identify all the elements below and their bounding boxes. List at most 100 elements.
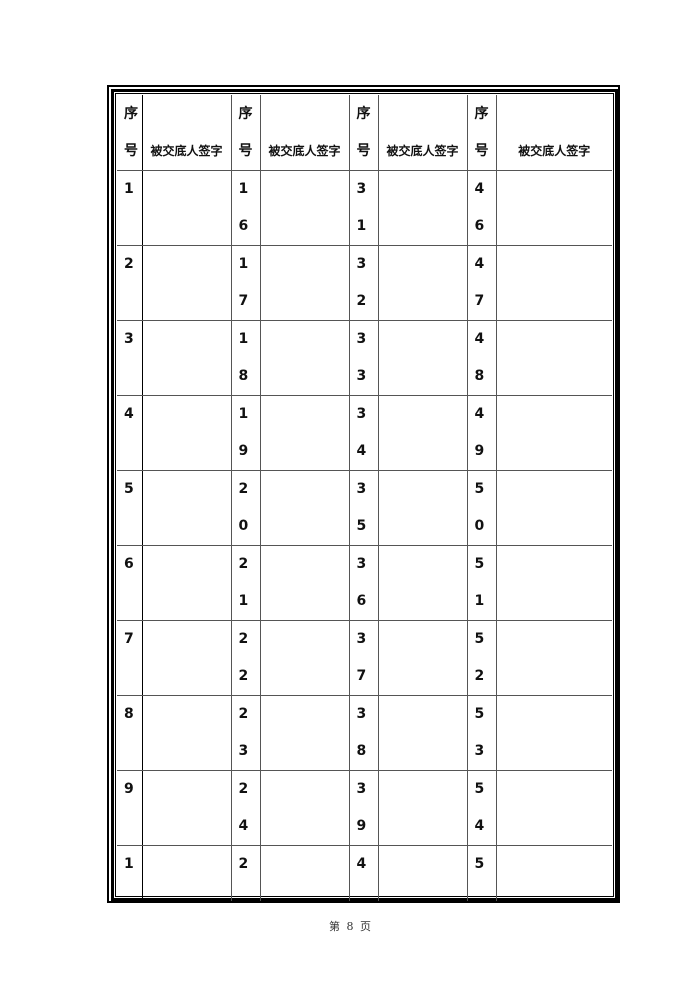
signature-cell[interactable]	[141, 545, 232, 621]
table-border: 序号 被交底人签字 序号 被交底人签字 序号 被交底人签字 序号 被交底人签字 1 16 31 46 2…	[107, 85, 620, 903]
table-row: 1 2 4 5	[117, 845, 612, 901]
signature-cell[interactable]	[495, 245, 612, 321]
signature-cell[interactable]	[141, 770, 232, 846]
signature-cell[interactable]	[141, 395, 232, 471]
seq-header: 序号	[348, 95, 379, 171]
seq-cell: 36	[348, 545, 379, 621]
seq-cell: 5	[466, 845, 497, 901]
signature-cell[interactable]	[377, 695, 468, 771]
seq-cell: 50	[466, 470, 497, 546]
signature-cell[interactable]	[377, 770, 468, 846]
seq-cell: 37	[348, 620, 379, 696]
seq-cell: 33	[348, 320, 379, 396]
seq-cell: 35	[348, 470, 379, 546]
signature-cell[interactable]	[259, 395, 350, 471]
signature-cell[interactable]	[495, 470, 612, 546]
signature-table: 序号 被交底人签字 序号 被交底人签字 序号 被交底人签字 序号 被交底人签字 1 16 31 46 2…	[117, 95, 612, 901]
signature-cell[interactable]	[495, 770, 612, 846]
seq-cell: 1	[117, 170, 143, 246]
seq-cell: 17	[230, 245, 261, 321]
seq-cell: 19	[230, 395, 261, 471]
signature-cell[interactable]	[141, 170, 232, 246]
seq-cell: 2	[230, 845, 261, 901]
signature-header: 被交底人签字	[495, 95, 612, 171]
signature-cell[interactable]	[259, 845, 350, 901]
table-row: 1 16 31 46	[117, 170, 612, 246]
signature-cell[interactable]	[495, 620, 612, 696]
seq-header: 序号	[117, 95, 143, 171]
signature-cell[interactable]	[141, 845, 232, 901]
signature-cell[interactable]	[495, 845, 612, 901]
signature-header: 被交底人签字	[259, 95, 350, 171]
signature-cell[interactable]	[259, 770, 350, 846]
signature-cell[interactable]	[377, 845, 468, 901]
seq-cell: 24	[230, 770, 261, 846]
seq-cell: 4	[348, 845, 379, 901]
signature-header: 被交底人签字	[141, 95, 232, 171]
seq-cell: 9	[117, 770, 143, 846]
signature-header: 被交底人签字	[377, 95, 468, 171]
seq-cell: 4	[117, 395, 143, 471]
table-row: 2 17 32 47	[117, 245, 612, 321]
signature-cell[interactable]	[495, 395, 612, 471]
seq-cell: 51	[466, 545, 497, 621]
seq-header: 序号	[466, 95, 497, 171]
signature-cell[interactable]	[377, 320, 468, 396]
seq-cell: 53	[466, 695, 497, 771]
signature-cell[interactable]	[377, 470, 468, 546]
seq-cell: 8	[117, 695, 143, 771]
seq-cell: 46	[466, 170, 497, 246]
signature-cell[interactable]	[259, 170, 350, 246]
page-number: 第 8 页	[329, 920, 371, 933]
table-row: 5 20 35 50	[117, 470, 612, 546]
seq-cell: 48	[466, 320, 497, 396]
seq-cell: 16	[230, 170, 261, 246]
seq-cell: 6	[117, 545, 143, 621]
signature-cell[interactable]	[259, 620, 350, 696]
signature-cell[interactable]	[377, 245, 468, 321]
seq-cell: 39	[348, 770, 379, 846]
signature-cell[interactable]	[495, 170, 612, 246]
seq-cell: 18	[230, 320, 261, 396]
table-row: 3 18 33 48	[117, 320, 612, 396]
signature-cell[interactable]	[495, 545, 612, 621]
seq-cell: 54	[466, 770, 497, 846]
seq-cell: 21	[230, 545, 261, 621]
signature-cell[interactable]	[141, 320, 232, 396]
seq-cell: 1	[117, 845, 143, 901]
seq-header: 序号	[230, 95, 261, 171]
signature-cell[interactable]	[141, 620, 232, 696]
signature-cell[interactable]	[377, 395, 468, 471]
seq-cell: 2	[117, 245, 143, 321]
table-row: 8 23 38 53	[117, 695, 612, 771]
signature-cell[interactable]	[259, 245, 350, 321]
signature-cell[interactable]	[259, 695, 350, 771]
signature-cell[interactable]	[259, 545, 350, 621]
seq-cell: 23	[230, 695, 261, 771]
seq-cell: 34	[348, 395, 379, 471]
signature-cell[interactable]	[495, 695, 612, 771]
signature-cell[interactable]	[141, 695, 232, 771]
seq-cell: 38	[348, 695, 379, 771]
signature-cell[interactable]	[141, 470, 232, 546]
seq-cell: 49	[466, 395, 497, 471]
seq-cell: 3	[117, 320, 143, 396]
table-row: 7 22 37 52	[117, 620, 612, 696]
table-row: 4 19 34 49	[117, 395, 612, 471]
signature-cell[interactable]	[259, 320, 350, 396]
header-row: 序号 被交底人签字 序号 被交底人签字 序号 被交底人签字 序号 被交底人签字	[117, 95, 612, 171]
signature-cell[interactable]	[377, 620, 468, 696]
seq-cell: 22	[230, 620, 261, 696]
signature-cell[interactable]	[495, 320, 612, 396]
seq-cell: 52	[466, 620, 497, 696]
seq-cell: 47	[466, 245, 497, 321]
table-row: 9 24 39 54	[117, 770, 612, 846]
seq-cell: 7	[117, 620, 143, 696]
signature-cell[interactable]	[259, 470, 350, 546]
seq-cell: 20	[230, 470, 261, 546]
signature-cell[interactable]	[377, 545, 468, 621]
seq-cell: 31	[348, 170, 379, 246]
signature-cell[interactable]	[141, 245, 232, 321]
seq-cell: 5	[117, 470, 143, 546]
signature-cell[interactable]	[377, 170, 468, 246]
